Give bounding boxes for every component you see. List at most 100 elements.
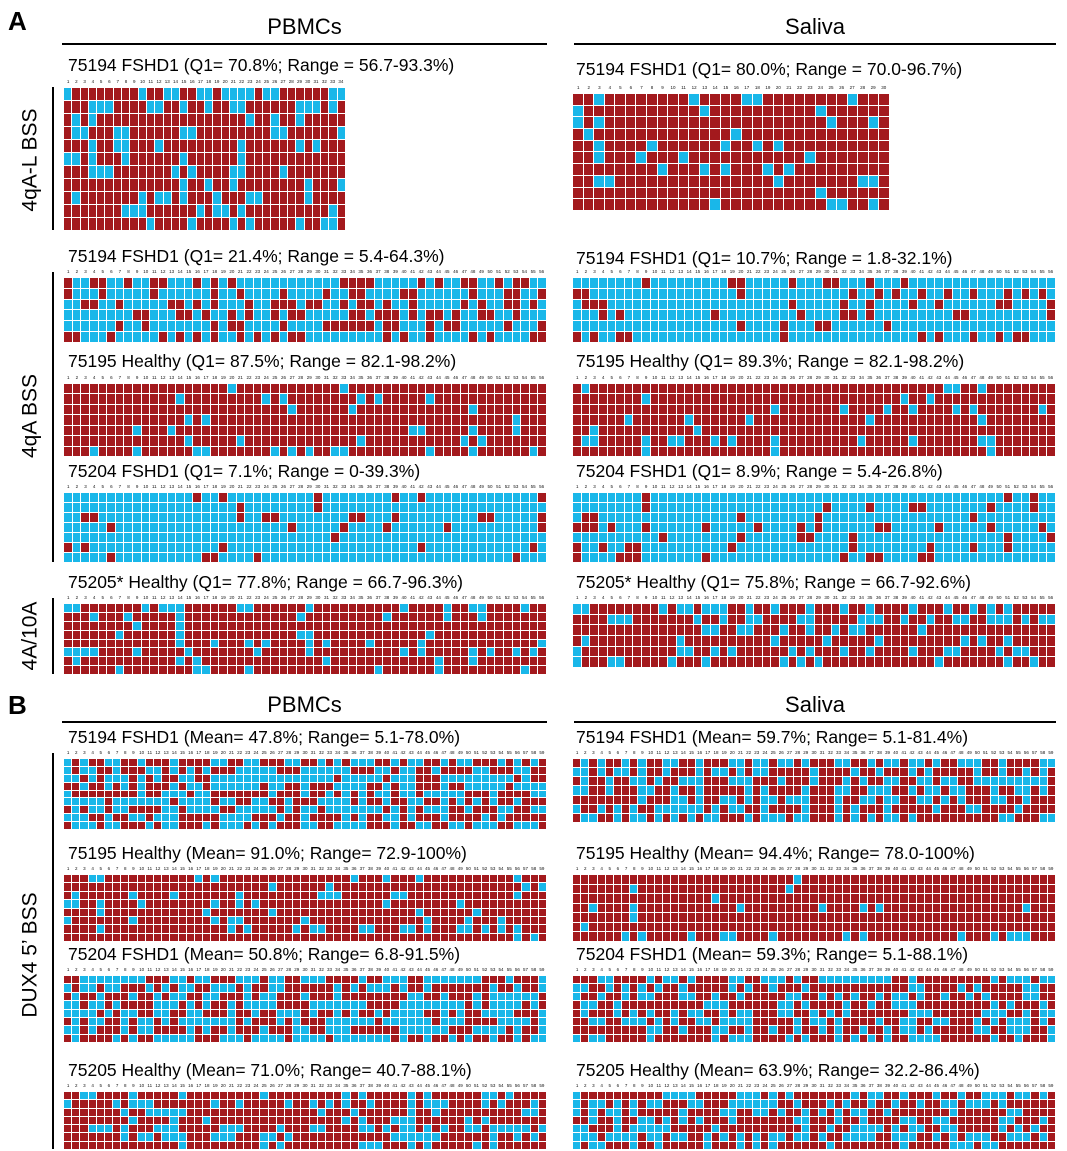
column-number: 50 [487,484,493,489]
cpg-cell [926,425,935,436]
cpg-cell [80,774,88,782]
cpg-cell [137,774,145,782]
column-number: 41 [392,750,398,755]
cpg-cell [633,446,641,456]
cpg-cell [616,310,624,321]
cpg-cell [952,299,961,310]
cpg-cell [72,759,80,766]
cpg-cell [133,543,141,552]
cpg-cell [503,657,512,666]
cpg-cell [263,127,271,139]
cpg-cell [196,218,204,230]
cpg-cell [296,218,304,230]
cpg-cell [1047,523,1055,532]
cpg-cell [146,166,155,178]
column-number: 51 [983,750,989,755]
cpg-cell [186,759,194,766]
cpg-cell [849,493,857,502]
cpg-cell [689,94,699,105]
column-number: 19 [729,269,735,274]
cpg-cell [305,278,314,288]
cpg-cell [590,657,598,667]
cpg-cell [814,503,823,512]
cpg-cell [246,179,254,191]
cpg-cell [823,446,831,456]
cpg-cell [262,648,270,657]
methylation-grid [64,384,546,456]
cpg-cell [711,523,719,532]
cpg-cell [762,321,771,332]
cpg-cell [668,140,678,152]
cpg-cell [868,105,879,117]
cpg-cell [728,657,736,667]
cpg-cell [129,814,137,822]
cpg-cell [797,543,805,552]
column-number: 33 [330,79,336,84]
cpg-cell [238,88,246,100]
cpg-cell [794,759,802,768]
cpg-cell [304,101,312,113]
cpg-cell [742,187,752,199]
cpg-cell [987,310,995,321]
cpg-cell [340,493,348,502]
cpg-cell [900,503,909,512]
cpg-cell [728,759,736,768]
cpg-cell [262,321,270,332]
cpg-cell [262,299,270,310]
cpg-cell [115,666,124,674]
cpg-cell [678,140,689,152]
cpg-cell [918,503,926,512]
cpg-cell [288,493,296,502]
cpg-cell [124,612,132,621]
cpg-cell [952,553,961,562]
cpg-cell [245,523,253,532]
cpg-cell [512,278,521,288]
cpg-cell [805,636,814,646]
cpg-cell [184,621,193,630]
cpg-cell [711,310,719,321]
column-number: 25 [272,595,278,600]
cpg-cell [995,278,1004,288]
cpg-cell [184,523,193,532]
cpg-cell [736,332,745,342]
cpg-cell [305,436,314,446]
cpg-cell [314,630,322,639]
cpg-cell [219,774,227,782]
cpg-cell [754,636,762,646]
column-number: 20 [220,750,226,755]
cpg-cell [325,759,334,766]
cpg-cell [400,630,408,639]
cpg-cell [400,543,408,552]
cpg-cell [711,404,719,415]
cpg-cell [668,175,678,187]
cpg-cell [633,646,641,657]
cpg-cell [802,759,810,768]
column-number: 24 [818,85,824,90]
cpg-cell [814,513,823,522]
cpg-cell [762,523,771,532]
cpg-cell [699,199,710,210]
cpg-cell [995,493,1004,502]
cpg-cell [1021,657,1030,667]
cpg-cell [1047,636,1055,646]
row-label-4a10a: 4A/10A [18,601,42,671]
cpg-cell [719,513,728,522]
cpg-cell [659,523,667,532]
cpg-cell [598,310,607,321]
cpg-cell [529,543,538,552]
column-number: 36 [351,750,357,755]
cpg-cell [337,166,345,178]
cpg-cell [452,332,460,342]
cpg-cell [81,553,89,562]
cpg-cell [952,604,961,614]
cpg-cell [357,425,365,436]
cpg-cell [107,639,115,648]
cpg-cell [64,493,72,502]
cpg-cell [521,332,529,342]
cpg-cell [771,332,779,342]
cpg-cell [607,636,616,646]
cpg-cell [178,790,186,798]
cpg-cell [573,187,583,199]
cpg-cell [728,543,736,552]
column-number: 8 [127,375,130,380]
